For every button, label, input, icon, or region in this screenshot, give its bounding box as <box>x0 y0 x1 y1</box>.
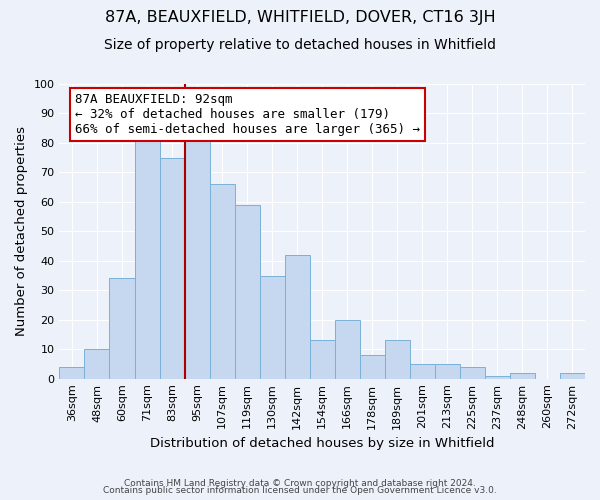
Bar <box>109 278 134 378</box>
Bar <box>435 364 460 378</box>
Text: Contains HM Land Registry data © Crown copyright and database right 2024.: Contains HM Land Registry data © Crown c… <box>124 478 476 488</box>
Bar <box>560 373 585 378</box>
Bar <box>185 134 209 378</box>
Bar <box>235 205 260 378</box>
Bar <box>310 340 335 378</box>
Bar <box>335 320 360 378</box>
Bar <box>360 355 385 378</box>
Bar <box>160 158 185 378</box>
Bar <box>410 364 435 378</box>
Bar <box>284 255 310 378</box>
X-axis label: Distribution of detached houses by size in Whitfield: Distribution of detached houses by size … <box>150 437 494 450</box>
Y-axis label: Number of detached properties: Number of detached properties <box>15 126 28 336</box>
Bar <box>59 367 85 378</box>
Bar <box>510 373 535 378</box>
Text: 87A BEAUXFIELD: 92sqm
← 32% of detached houses are smaller (179)
66% of semi-det: 87A BEAUXFIELD: 92sqm ← 32% of detached … <box>75 93 420 136</box>
Bar <box>85 349 109 378</box>
Bar <box>385 340 410 378</box>
Text: Size of property relative to detached houses in Whitfield: Size of property relative to detached ho… <box>104 38 496 52</box>
Bar <box>209 184 235 378</box>
Text: 87A, BEAUXFIELD, WHITFIELD, DOVER, CT16 3JH: 87A, BEAUXFIELD, WHITFIELD, DOVER, CT16 … <box>104 10 496 25</box>
Text: Contains public sector information licensed under the Open Government Licence v3: Contains public sector information licen… <box>103 486 497 495</box>
Bar <box>260 276 284 378</box>
Bar <box>134 137 160 378</box>
Bar <box>460 367 485 378</box>
Bar <box>485 376 510 378</box>
